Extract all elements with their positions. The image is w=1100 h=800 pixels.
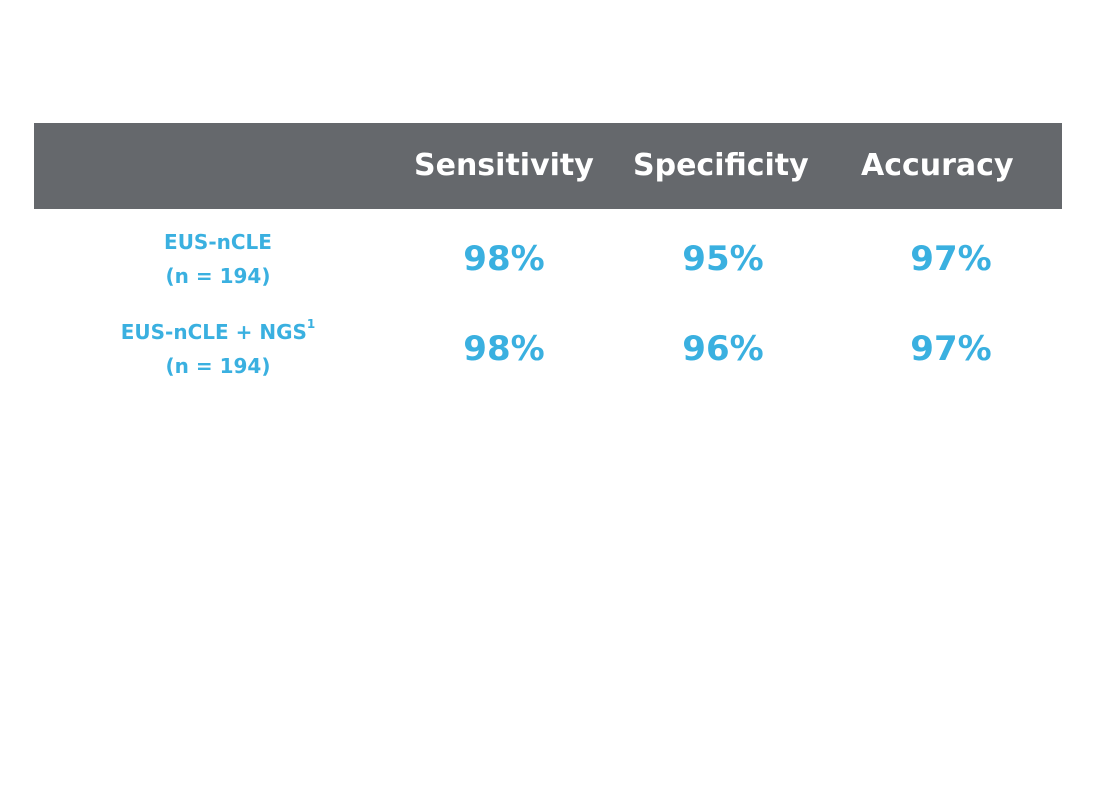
header-accuracy: Accuracy: [861, 148, 1014, 183]
sensitivity-value: 98%: [463, 239, 545, 279]
row-label: EUS-nCLE (n = 194): [74, 225, 362, 293]
header-sensitivity: Sensitivity: [414, 148, 594, 183]
row-label-name: EUS-nCLE: [164, 230, 272, 254]
sensitivity-value: 98%: [463, 329, 545, 369]
row-label-sample-size: (n = 194): [165, 264, 271, 288]
results-table: Sensitivity Specificity Accuracy EUS-nCL…: [34, 123, 1062, 389]
table-row: EUS-nCLE + NGS1 (n = 194) 98% 96% 97%: [34, 299, 1062, 389]
row-label: EUS-nCLE + NGS1 (n = 194): [74, 315, 362, 383]
specificity-value: 95%: [682, 239, 764, 279]
accuracy-value: 97%: [910, 239, 992, 279]
table-row: EUS-nCLE (n = 194) 98% 95% 97%: [34, 209, 1062, 299]
table-header: Sensitivity Specificity Accuracy: [34, 123, 1062, 209]
row-label-name: EUS-nCLE + NGS: [120, 320, 307, 344]
header-specificity: Specificity: [633, 148, 809, 183]
specificity-value: 96%: [682, 329, 764, 369]
footnote-marker: 1: [306, 317, 316, 332]
accuracy-value: 97%: [910, 329, 992, 369]
row-label-sample-size: (n = 194): [165, 354, 271, 378]
